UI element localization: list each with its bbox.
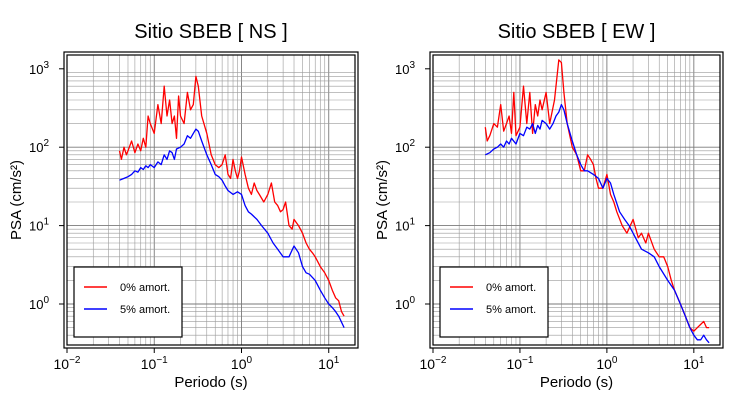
chart-panel-ns: 10−2 10−1 100 101 100 101 102 103 Sitio SBEB [ N… bbox=[8, 21, 359, 391]
legend-label: 0% amort. bbox=[486, 282, 536, 294]
y-tick-label: 102 bbox=[29, 138, 49, 155]
x-tick-label: 100 bbox=[596, 355, 618, 372]
legend-box bbox=[439, 266, 549, 338]
plot-frame bbox=[66, 54, 356, 346]
x-tick-label: 100 bbox=[231, 355, 253, 372]
y-tick-label: 103 bbox=[29, 60, 49, 77]
chart-title: Sitio SBEB [ NS ] bbox=[134, 21, 287, 43]
legend: 0% amort. 5% amort. bbox=[439, 266, 549, 338]
legend-label: 5% amort. bbox=[120, 304, 170, 316]
y-tick-label: 101 bbox=[29, 217, 49, 234]
y-tick-label: 100 bbox=[395, 295, 415, 312]
plot-frame-outer bbox=[63, 51, 359, 349]
chart-panel-ew: 10−2 10−1 100 101 100 101 102 103 Sitio SBEB [ E… bbox=[374, 21, 724, 391]
y-axis-label: PSA (cm/s²) bbox=[374, 160, 391, 240]
series-line-amort-5 bbox=[119, 128, 345, 328]
x-axis-label: Periodo (s) bbox=[174, 374, 247, 391]
x-tick-label: 10−1 bbox=[506, 355, 533, 372]
y-tick-label: 101 bbox=[395, 217, 415, 234]
x-tick-label: 10−2 bbox=[420, 355, 447, 372]
series-line-amort-0 bbox=[118, 75, 345, 317]
x-tick-label: 10−2 bbox=[54, 355, 81, 372]
y-axis-label: PSA (cm/s²) bbox=[8, 160, 25, 240]
legend-box bbox=[73, 266, 183, 338]
legend: 0% amort. 5% amort. bbox=[73, 266, 183, 338]
legend-label: 0% amort. bbox=[120, 282, 170, 294]
series-line-amort-5 bbox=[485, 103, 710, 344]
series-line-amort-0 bbox=[484, 59, 710, 332]
chart-title: Sitio SBEB [ EW ] bbox=[498, 21, 656, 43]
x-tick-label: 101 bbox=[683, 355, 705, 372]
legend-label: 5% amort. bbox=[486, 304, 536, 316]
x-tick-label: 10−1 bbox=[141, 355, 168, 372]
y-tick-label: 100 bbox=[29, 295, 49, 312]
x-axis-label: Periodo (s) bbox=[540, 374, 613, 391]
y-tick-label: 103 bbox=[395, 60, 415, 77]
plot-frame bbox=[432, 54, 721, 346]
x-tick-label: 101 bbox=[318, 355, 340, 372]
y-tick-label: 102 bbox=[395, 138, 415, 155]
plot-frame-outer bbox=[429, 51, 724, 349]
